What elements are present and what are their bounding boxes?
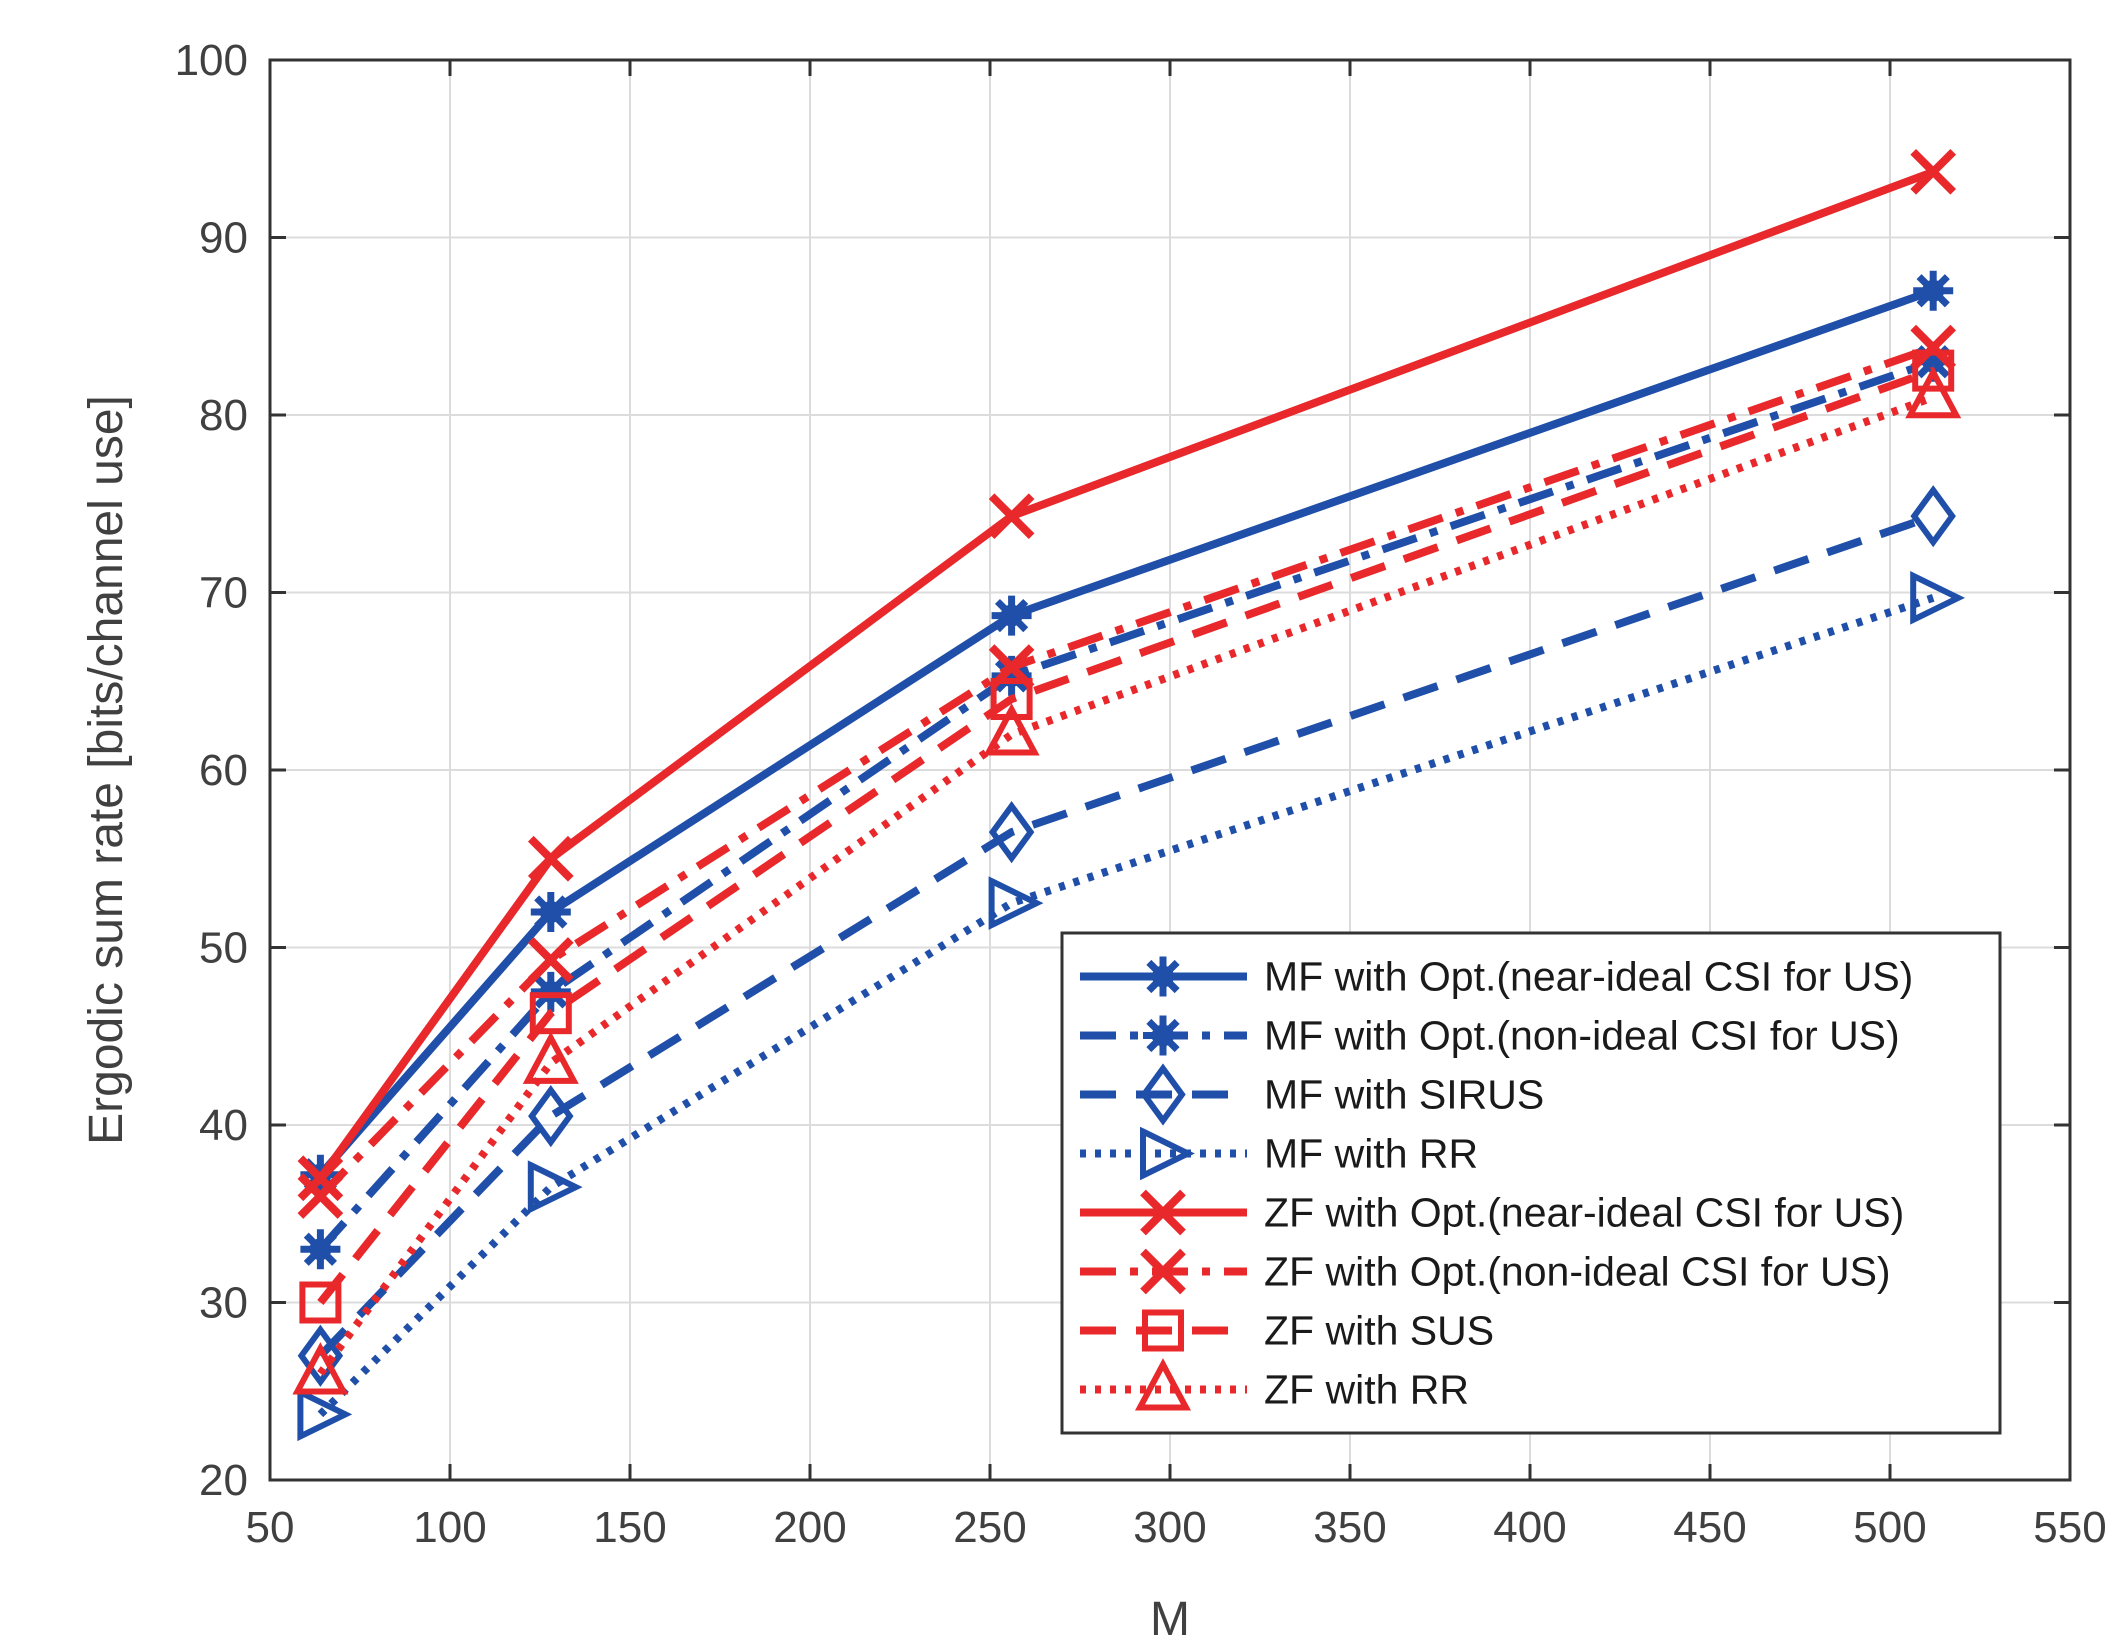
data-point — [991, 595, 1032, 636]
series-line — [317, 343, 1935, 1199]
data-point — [297, 1324, 344, 1387]
legend-entry: MF with Opt.(non-ideal CSI for US) — [1080, 1013, 1900, 1059]
series-4 — [297, 571, 1966, 1442]
legend: MF with Opt.(near-ideal CSI for US) MF wi… — [1060, 931, 2002, 1435]
x-tick-label: 50 — [246, 1503, 295, 1552]
x-tick-label: 550 — [2033, 1503, 2106, 1552]
legend-label: MF with RR — [1264, 1131, 1478, 1177]
x-tick-label: 500 — [1853, 1503, 1926, 1552]
x-axis-title: M — [1150, 1593, 1190, 1640]
series-layer — [292, 148, 1966, 1442]
data-point — [988, 801, 1035, 864]
y-tick-label: 30 — [199, 1279, 248, 1328]
x-tick-label: 200 — [773, 1503, 846, 1552]
data-point — [1140, 1063, 1186, 1126]
series-line — [317, 366, 1935, 1305]
data-point — [988, 493, 1035, 540]
data-point — [297, 1173, 344, 1219]
series-8 — [292, 365, 1962, 1395]
data-point — [297, 1155, 344, 1202]
data-point — [292, 1342, 349, 1395]
legend-label: ZF with Opt.(non-ideal CSI for US) — [1264, 1249, 1891, 1295]
legend-label: MF with Opt.(near-ideal CSI for US) — [1264, 954, 1913, 1000]
legend-entry: ZF with Opt.(non-ideal CSI for US) — [1080, 1249, 1891, 1295]
y-tick-label: 70 — [199, 569, 248, 618]
data-point — [530, 892, 571, 932]
x-tick-label: 400 — [1493, 1503, 1566, 1552]
data-point — [1142, 1309, 1184, 1352]
legend-label: MF with SIRUS — [1264, 1072, 1544, 1118]
legend-box — [1060, 931, 2002, 1435]
legend-label: MF with Opt.(non-ideal CSI for US) — [1264, 1013, 1900, 1059]
data-point — [1910, 485, 1956, 548]
legend-label: ZF with Opt.(near-ideal CSI for US) — [1264, 1190, 1904, 1236]
data-point — [990, 678, 1033, 720]
series-7 — [299, 349, 1955, 1324]
series-line — [317, 512, 1935, 1359]
data-point — [522, 1031, 579, 1084]
data-point — [1140, 1189, 1186, 1236]
legend-label: ZF with RR — [1264, 1367, 1469, 1413]
y-tick-label: 80 — [199, 391, 248, 440]
legend-entry: MF with SIRUS — [1080, 1063, 1544, 1126]
axis-ticks: 50 100 150 200 250 300 350 400 450 500 550 20 30 40 50… — [175, 36, 2107, 1552]
data-point — [528, 1085, 574, 1148]
data-point — [1913, 270, 1954, 311]
x-tick-label: 300 — [1133, 1503, 1206, 1552]
y-tick-label: 90 — [199, 214, 248, 263]
data-point — [988, 876, 1044, 930]
data-point — [529, 992, 572, 1035]
data-point — [1143, 956, 1183, 997]
series-5 — [297, 148, 1957, 1202]
series-line — [317, 168, 1935, 1181]
series-3 — [297, 485, 1956, 1387]
data-point — [300, 1229, 341, 1270]
series-line — [317, 594, 1935, 1418]
y-tick-label: 60 — [199, 746, 248, 795]
data-point — [1912, 349, 1955, 392]
y-tick-label: 40 — [199, 1101, 248, 1150]
data-point — [1140, 1248, 1186, 1295]
legend-entry: MF with RR — [1080, 1126, 1478, 1181]
legend-entry: MF with Opt.(near-ideal CSI for US) — [1080, 954, 1913, 1000]
data-point — [297, 1387, 353, 1442]
x-tick-label: 450 — [1673, 1503, 1746, 1552]
data-point — [527, 835, 574, 882]
y-tick-label: 20 — [199, 1456, 248, 1505]
y-tick-label: 50 — [199, 924, 248, 973]
data-point — [1910, 148, 1957, 195]
y-tick-label: 100 — [175, 36, 248, 85]
legend-entry: ZF with Opt.(near-ideal CSI for US) — [1080, 1190, 1904, 1236]
data-point — [1910, 571, 1966, 625]
data-point — [1905, 365, 1962, 419]
data-point — [1140, 1126, 1195, 1181]
data-point — [299, 1281, 342, 1324]
series-line — [317, 357, 1935, 1252]
data-point — [1910, 324, 1957, 371]
series-line — [317, 286, 1935, 1178]
x-tick-label: 150 — [593, 1503, 666, 1552]
data-point — [527, 1160, 583, 1214]
legend-entry: ZF with SUS — [1080, 1308, 1494, 1354]
legend-label: ZF with SUS — [1264, 1308, 1494, 1354]
data-point — [1143, 1015, 1183, 1056]
data-point — [527, 937, 574, 983]
x-tick-label: 350 — [1313, 1503, 1386, 1552]
data-point — [1134, 1358, 1192, 1411]
series-line — [317, 393, 1935, 1376]
x-tick-label: 250 — [953, 1503, 1026, 1552]
x-tick-label: 100 — [413, 1503, 486, 1552]
y-axis-title: Ergodic sum rate [bits/channel use] — [80, 395, 133, 1145]
data-point — [983, 703, 1040, 756]
legend-entry: ZF with RR — [1080, 1358, 1469, 1413]
